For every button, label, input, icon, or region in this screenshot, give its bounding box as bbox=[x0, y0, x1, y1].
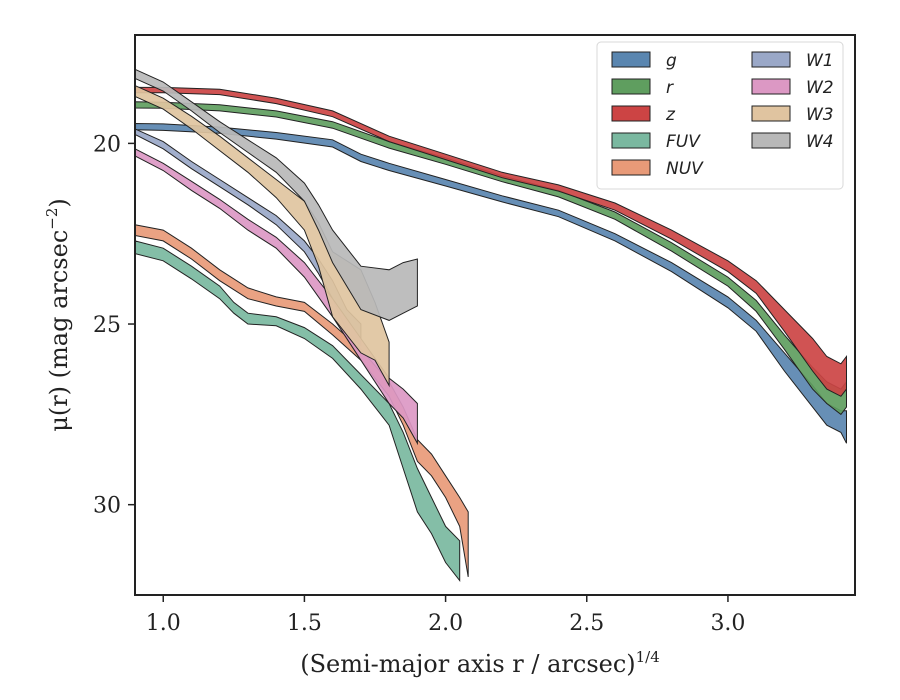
legend-swatch-fuv bbox=[611, 132, 651, 149]
legend-swatch-w1 bbox=[751, 51, 791, 68]
legend-swatch-g bbox=[611, 51, 651, 68]
legend-label-fuv: FUV bbox=[666, 132, 701, 152]
x-tick-label: 2.5 bbox=[569, 611, 604, 636]
legend-label-nuv: NUV bbox=[666, 159, 704, 179]
y-axis: 20 25 30 bbox=[93, 132, 135, 519]
x-axis-label: (Semi-major axis r / arcsec)1/4 bbox=[300, 648, 660, 678]
y-tick-label: 30 bbox=[93, 494, 121, 519]
legend-swatch-w4 bbox=[751, 132, 791, 149]
series-area-w4 bbox=[134, 68, 418, 321]
legend-label-z: z bbox=[665, 105, 676, 125]
x-tick-label: 1.0 bbox=[146, 611, 181, 636]
plot-frame bbox=[134, 34, 856, 596]
legend-swatch-z bbox=[611, 105, 651, 122]
legend: grz FUV NUV W1 W2 W3 W4 bbox=[596, 41, 844, 190]
y-tick-label: 20 bbox=[93, 132, 121, 157]
legend-swatch-r bbox=[611, 78, 651, 95]
series-area-g bbox=[134, 122, 847, 444]
y-tick-label: 25 bbox=[93, 313, 121, 338]
legend-label-w1: W1 bbox=[806, 51, 834, 71]
series-area-fuv bbox=[134, 240, 461, 582]
legend-swatch-w2 bbox=[751, 78, 791, 95]
y-axis-label: μ(r) (mag arcsec−2) bbox=[43, 198, 73, 432]
series-area-z bbox=[134, 86, 847, 397]
legend-swatch-nuv bbox=[611, 159, 651, 176]
legend-label-w3: W3 bbox=[806, 105, 834, 125]
legend-label-w4: W4 bbox=[806, 132, 834, 152]
legend-label-w2: W2 bbox=[806, 78, 834, 98]
series-area-w2 bbox=[134, 147, 418, 446]
x-tick-label: 1.5 bbox=[287, 611, 322, 636]
series-areas bbox=[134, 68, 847, 582]
legend-swatch-w3 bbox=[751, 105, 791, 122]
series-area-w3 bbox=[134, 84, 390, 388]
legend-label-r: r bbox=[666, 78, 674, 98]
x-tick-label: 2.0 bbox=[428, 611, 463, 636]
series-area-nuv bbox=[134, 224, 469, 577]
x-axis: 1.0 1.5 2.0 2.5 3.0 bbox=[146, 595, 745, 636]
legend-label-g: g bbox=[666, 51, 677, 71]
x-tick-label: 3.0 bbox=[710, 611, 745, 636]
